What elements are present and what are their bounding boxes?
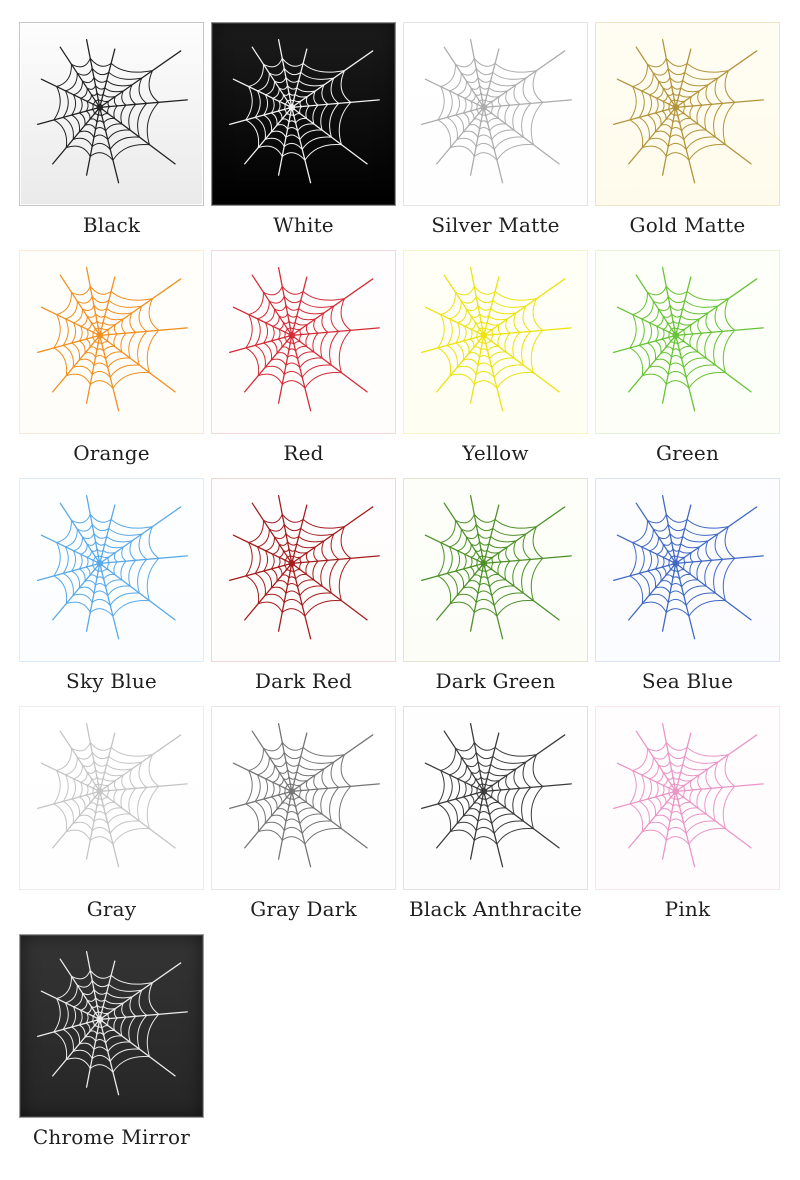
spider-web-icon (608, 262, 768, 422)
color-swatch-white[interactable] (211, 22, 396, 206)
color-option-gray: Gray (19, 706, 204, 934)
color-option-chrome-mirror: Chrome Mirror (19, 934, 204, 1162)
color-option-pink: Pink (595, 706, 780, 934)
color-swatch-sky-blue[interactable] (19, 478, 204, 662)
color-option-sea-blue: Sea Blue (595, 478, 780, 706)
color-swatch-gray[interactable] (19, 706, 204, 890)
spider-web-icon (32, 946, 192, 1106)
color-swatch-sea-blue[interactable] (595, 478, 780, 662)
spider-web-icon (224, 490, 384, 650)
color-label: Dark Red (254, 669, 353, 693)
color-swatch-silver-matte[interactable] (403, 22, 588, 206)
color-option-black: Black (19, 22, 204, 250)
spider-web-icon (224, 718, 384, 878)
color-label: Gray Dark (250, 897, 357, 921)
spider-web-icon (416, 34, 576, 194)
color-swatch-green[interactable] (595, 250, 780, 434)
spider-web-icon (608, 718, 768, 878)
spider-web-icon (224, 34, 384, 194)
spider-web-icon (416, 262, 576, 422)
color-label: Red (283, 441, 324, 465)
color-label: Sea Blue (641, 669, 734, 693)
color-option-gold-matte: Gold Matte (595, 22, 780, 250)
color-option-dark-green: Dark Green (403, 478, 588, 706)
color-label: Green (655, 441, 720, 465)
color-swatch-pink[interactable] (595, 706, 780, 890)
color-label: Gold Matte (629, 213, 746, 237)
color-swatch-dark-red[interactable] (211, 478, 396, 662)
color-label: Pink (664, 897, 711, 921)
color-swatch-dark-green[interactable] (403, 478, 588, 662)
color-label: Orange (73, 441, 150, 465)
spider-web-icon (416, 490, 576, 650)
color-option-green: Green (595, 250, 780, 478)
spider-web-icon (608, 490, 768, 650)
spider-web-icon (224, 262, 384, 422)
color-option-white: White (211, 22, 396, 250)
color-label: Chrome Mirror (32, 1125, 191, 1149)
color-option-sky-blue: Sky Blue (19, 478, 204, 706)
spider-web-icon (32, 262, 192, 422)
color-option-yellow: Yellow (403, 250, 588, 478)
spider-web-icon (608, 34, 768, 194)
color-label: Dark Green (435, 669, 556, 693)
color-option-gray-dark: Gray Dark (211, 706, 396, 934)
color-swatch-black[interactable] (19, 22, 204, 206)
spider-web-icon (32, 34, 192, 194)
color-label: Gray (86, 897, 137, 921)
spider-web-icon (416, 718, 576, 878)
color-label: Silver Matte (431, 213, 560, 237)
color-swatch-red[interactable] (211, 250, 396, 434)
spider-web-icon (32, 718, 192, 878)
color-option-orange: Orange (19, 250, 204, 478)
color-label: Black (82, 213, 141, 237)
color-swatch-gold-matte[interactable] (595, 22, 780, 206)
color-option-silver-matte: Silver Matte (403, 22, 588, 250)
color-label: White (273, 213, 334, 237)
color-label: Sky Blue (66, 669, 157, 693)
color-option-black-anthracite: Black Anthracite (403, 706, 588, 934)
color-swatch-black-anthracite[interactable] (403, 706, 588, 890)
spider-web-icon (32, 490, 192, 650)
color-label: Yellow (462, 441, 529, 465)
color-swatch-gray-dark[interactable] (211, 706, 396, 890)
color-option-dark-red: Dark Red (211, 478, 396, 706)
color-swatch-yellow[interactable] (403, 250, 588, 434)
color-option-red: Red (211, 250, 396, 478)
color-label: Black Anthracite (408, 897, 583, 921)
color-swatch-orange[interactable] (19, 250, 204, 434)
color-swatch-chrome-mirror[interactable] (19, 934, 204, 1118)
